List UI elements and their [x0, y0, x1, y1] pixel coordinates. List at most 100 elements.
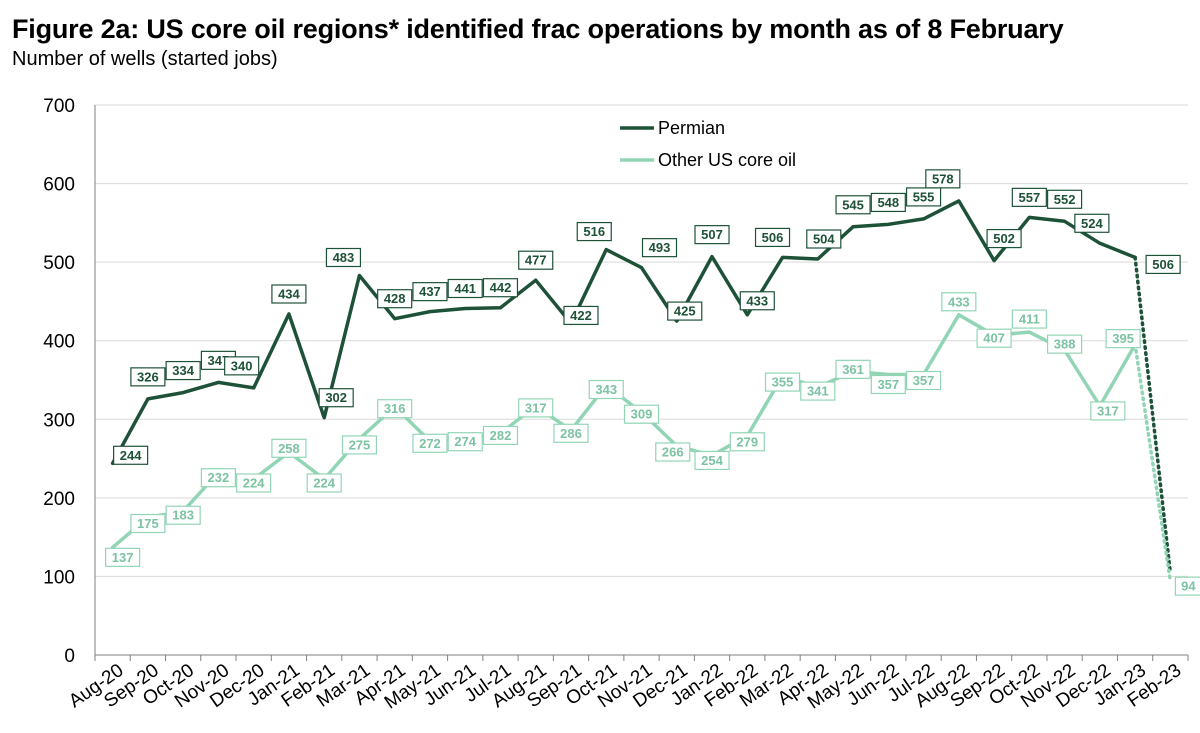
permian-data-label: 504 — [813, 232, 835, 247]
other-data-label: 341 — [807, 384, 829, 399]
permian-partial-month-segment — [1133, 255, 1173, 576]
y-tick-label: 300 — [43, 410, 75, 431]
other-data-label: 407 — [983, 331, 1005, 346]
permian-data-label-box — [130, 367, 166, 387]
other-data-label: 316 — [384, 401, 406, 416]
permian-data-label: 555 — [913, 189, 935, 204]
y-tick-label: 700 — [43, 96, 75, 117]
other-data-label-box — [976, 328, 1012, 348]
permian-data-label-box — [667, 301, 703, 321]
permian-data-label: 428 — [384, 291, 406, 306]
other-data-label: 224 — [313, 476, 335, 491]
other-data-label: 361 — [842, 362, 864, 377]
permian-data-label: 552 — [1054, 192, 1076, 207]
other-data-label: 309 — [631, 407, 653, 422]
other-data-label-box — [553, 423, 589, 443]
permian-data-label: 483 — [333, 250, 355, 265]
permian-data-label-box — [113, 445, 149, 465]
other-data-label-box — [377, 399, 413, 419]
gridlines — [95, 104, 1188, 577]
permian-data-label: 334 — [172, 363, 194, 378]
other-data-label-box — [941, 292, 977, 312]
permian-series-line — [110, 199, 1137, 466]
other-data-label: 137 — [112, 550, 134, 565]
other-data-label: 433 — [948, 294, 970, 309]
other-data-label-box — [835, 359, 871, 379]
permian-data-label: 506 — [762, 230, 784, 245]
permian-data-label: 340 — [231, 358, 253, 373]
permian-data-label: 441 — [454, 281, 476, 296]
other-data-label: 258 — [278, 441, 300, 456]
permian-data-label: 502 — [993, 231, 1015, 246]
other-data-label-box — [1090, 401, 1126, 421]
permian-data-label: 422 — [570, 308, 592, 323]
permian-data-label-box — [482, 278, 519, 298]
other-data-label-box — [694, 450, 730, 471]
permian-data-label-box — [694, 225, 730, 245]
other-data-label-box — [1105, 329, 1141, 349]
permian-data-label-box — [1145, 254, 1181, 275]
y-tick-label: 400 — [43, 332, 75, 353]
other-data-label-box — [482, 425, 519, 446]
other-data-label: 232 — [208, 470, 230, 485]
other-data-label-box — [412, 433, 448, 453]
permian-data-label: 557 — [1018, 190, 1040, 205]
other-data-label-box — [236, 473, 272, 493]
permian-data-label: 437 — [419, 284, 441, 299]
other-data-label: 357 — [877, 377, 899, 392]
permian-data-label: 507 — [701, 227, 723, 242]
permian-data-label-box — [1046, 189, 1083, 209]
other-data-label: 254 — [701, 453, 723, 468]
other-data-label-box — [870, 374, 906, 395]
legend-label-other-core-oil: Other US core oil — [658, 150, 796, 170]
other-data-label-box — [655, 442, 691, 462]
other-data-label: 282 — [490, 428, 512, 443]
y-tick-label: 0 — [64, 646, 75, 667]
permian-data-label: 578 — [932, 171, 954, 186]
permian-data-label: 545 — [842, 197, 864, 212]
permian-data-label: 442 — [490, 280, 512, 295]
permian-data-label-box — [739, 291, 775, 311]
permian-data-label-box — [318, 388, 354, 408]
other-data-label: 266 — [662, 445, 684, 460]
other-data-label: 279 — [736, 434, 758, 449]
other-data-label-box — [105, 547, 141, 567]
data-labels: 244 326 334 347 340 434 302 483 428 437 441 442 477 4… — [105, 169, 1200, 596]
permian-data-label-box — [1011, 187, 1047, 207]
other-data-label-box — [1174, 576, 1200, 596]
permian-data-label-box — [905, 187, 942, 207]
permian-data-label: 477 — [525, 253, 547, 268]
chart-subtitle: Number of wells (started jobs) — [12, 48, 278, 70]
permian-data-label: 347 — [208, 353, 230, 368]
other-data-label-box — [623, 404, 660, 424]
other-data-label: 94 — [1181, 579, 1196, 594]
other-data-label: 317 — [525, 400, 547, 415]
permian-data-label: 302 — [325, 390, 347, 405]
other-data-label-box — [905, 370, 942, 391]
y-tick-label: 200 — [43, 489, 75, 510]
other-data-label-box — [130, 513, 166, 534]
permian-data-label-box — [806, 229, 842, 249]
other-data-label-box — [800, 381, 836, 401]
permian-data-label-box — [925, 169, 961, 189]
other-data-label: 274 — [454, 434, 476, 449]
permian-data-label: 524 — [1081, 216, 1103, 231]
permian-data-label-box — [271, 284, 307, 304]
y-tick-label: 100 — [43, 567, 75, 588]
permian-data-label-box — [986, 228, 1022, 249]
permian-data-label-box — [518, 250, 554, 270]
other-core-oil-series-line — [110, 313, 1137, 550]
other-data-label: 317 — [1097, 403, 1119, 418]
other-data-label: 275 — [349, 437, 371, 452]
permian-data-label: 516 — [583, 224, 605, 239]
permian-data-label-box — [447, 278, 483, 299]
other-data-label-box — [1011, 309, 1047, 329]
permian-data-label-box — [224, 356, 260, 376]
permian-data-label: 493 — [649, 240, 671, 255]
legend-label-permian: Permian — [658, 118, 725, 138]
other-data-label: 286 — [560, 426, 582, 441]
chart-title: Figure 2a: US core oil regions* identifi… — [12, 14, 1064, 44]
other-data-label-box — [518, 398, 554, 418]
permian-data-label-box — [325, 247, 362, 268]
